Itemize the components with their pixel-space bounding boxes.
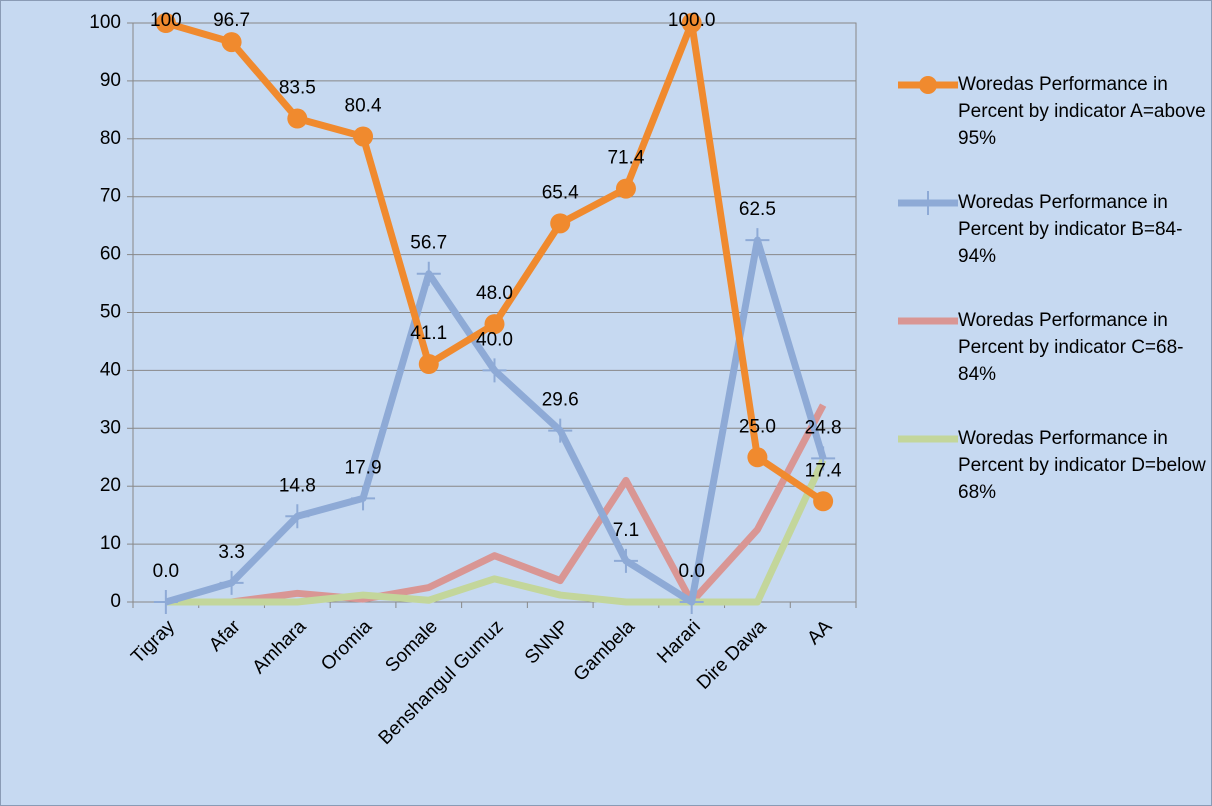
y-tick-label: 70 [100, 186, 121, 207]
series-line [165, 403, 827, 606]
x-tick-label: Amhara [249, 616, 311, 678]
x-tick-label: Afar [205, 616, 245, 656]
data-label: 25.0 [739, 416, 776, 437]
data-label: 7.1 [613, 520, 639, 541]
data-label: 17.4 [805, 460, 842, 481]
point [811, 446, 836, 471]
data-label: 100.0 [668, 10, 716, 31]
x-tick-label: Oromia [317, 616, 376, 675]
y-tick-label: 80 [100, 128, 121, 149]
point [153, 590, 178, 614]
data-label: 62.5 [739, 199, 776, 220]
point [221, 32, 242, 53]
data-label: 71.4 [607, 148, 644, 169]
y-tick-label: 0 [110, 591, 121, 612]
data-label: 41.1 [410, 323, 447, 344]
point [482, 358, 507, 383]
data-label: 29.6 [542, 390, 579, 411]
x-tick-label: AA [803, 616, 836, 649]
y-tick-label: 50 [100, 302, 121, 323]
x-tick-label: Tigray [127, 616, 179, 668]
legend-swatch [898, 191, 958, 215]
data-label: 96.7 [213, 10, 250, 31]
legend-marker [919, 76, 937, 94]
x-tick-label: Gambela [570, 616, 640, 686]
legend-marker [916, 191, 940, 215]
y-tick-label: 90 [100, 70, 121, 91]
legend-entry: Woredas Performance in Percent by indica… [896, 307, 1206, 425]
legend-label: Woredas Performance in Percent by indica… [958, 428, 1206, 503]
legend-swatch [898, 317, 958, 325]
point [418, 354, 439, 375]
point [416, 261, 441, 286]
y-tick-label: 10 [100, 533, 121, 554]
legend-label: Woredas Performance in Percent by indica… [958, 192, 1183, 267]
y-tick-label: 20 [100, 475, 121, 496]
legend-label: Woredas Performance in Percent by indica… [958, 74, 1206, 149]
point [747, 447, 768, 468]
point [681, 13, 702, 33]
data-label: 48.0 [476, 283, 513, 304]
point [745, 228, 770, 253]
x-tick-label: Dire Dawa [693, 616, 771, 694]
x-tick-label: Harari [653, 616, 704, 667]
point [155, 13, 176, 33]
data-label: 0.0 [678, 561, 704, 582]
data-label: 65.4 [542, 182, 579, 203]
point [353, 126, 374, 147]
point [550, 213, 571, 234]
y-tick-label: 100 [89, 12, 121, 33]
y-tick-label: 60 [100, 244, 121, 265]
legend-entry: Woredas Performance in Percent by indica… [896, 425, 1206, 543]
point [484, 314, 505, 335]
data-label: 56.7 [410, 233, 447, 254]
legend-swatch [898, 435, 958, 443]
legend-label: Woredas Performance in Percent by indica… [958, 310, 1184, 385]
point [285, 504, 310, 529]
data-label: 0.0 [153, 561, 179, 582]
data-label: 24.8 [805, 417, 842, 438]
data-label: 100 [150, 10, 182, 31]
data-label: 17.9 [345, 457, 382, 478]
data-label: 14.8 [279, 475, 316, 496]
x-tick-label: SNNP [521, 616, 573, 668]
legend-entry: Woredas Performance in Percent by indica… [896, 189, 1206, 307]
point [615, 178, 636, 199]
legend-swatch [898, 76, 958, 94]
point [548, 418, 573, 443]
data-label: 80.4 [345, 95, 382, 116]
point [813, 491, 834, 512]
x-tick-label: Benshangul Gumuz [375, 616, 508, 749]
point [219, 570, 244, 595]
point [287, 108, 308, 129]
legend-entry: Woredas Performance in Percent by indica… [896, 71, 1206, 189]
x-tick-label: Somale [381, 616, 441, 676]
point [679, 590, 704, 614]
data-label: 40.0 [476, 329, 513, 350]
point [351, 486, 376, 511]
series-line [165, 458, 827, 606]
point [613, 548, 638, 573]
legend: Woredas Performance in Percent by indica… [896, 71, 1206, 543]
y-tick-label: 40 [100, 359, 121, 380]
data-label: 83.5 [279, 78, 316, 99]
data-label: 3.3 [218, 542, 244, 563]
y-tick-label: 30 [100, 417, 121, 438]
